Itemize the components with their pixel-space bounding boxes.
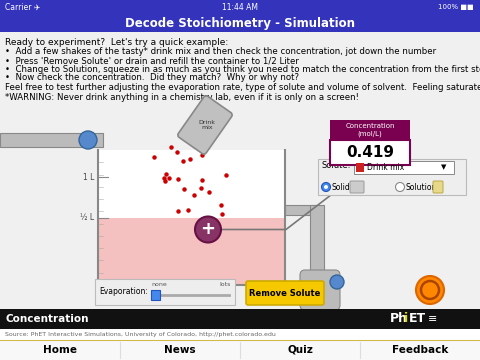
Text: *WARNING: Never drink anything in a chemistry lab, even if it is only on a scree: *WARNING: Never drink anything in a chem… [5, 93, 359, 102]
Text: Concentration
(mol/L): Concentration (mol/L) [345, 123, 395, 137]
Text: Ready to experiment?  Let's try a quick example:: Ready to experiment? Let's try a quick e… [5, 38, 228, 47]
Text: lots: lots [220, 282, 231, 287]
Bar [151, 290, 160, 300]
Text: i: i [404, 312, 408, 325]
Circle shape [396, 183, 405, 192]
Bar [285, 204, 317, 215]
Text: ET: ET [409, 312, 426, 325]
Text: •  Change to Solution, squeeze in as much as you think you need to match the con: • Change to Solution, squeeze in as much… [5, 64, 480, 73]
Text: 100% ■■: 100% ■■ [438, 4, 474, 10]
Bar [330, 120, 410, 140]
Bar [0, 340, 480, 360]
Text: Drink
mix: Drink mix [199, 120, 216, 130]
FancyBboxPatch shape [246, 281, 324, 305]
FancyBboxPatch shape [300, 270, 340, 310]
Text: Solution: Solution [406, 183, 437, 192]
Text: Feedback: Feedback [392, 345, 448, 355]
Text: •  Press 'Remove Solute' or drain and refill the container to 1/2 Liter: • Press 'Remove Solute' or drain and ref… [5, 56, 299, 65]
Bar [356, 163, 364, 172]
Circle shape [416, 276, 444, 304]
Text: Quiz: Quiz [287, 345, 313, 355]
Circle shape [324, 185, 328, 189]
Text: 0.419: 0.419 [346, 145, 394, 160]
Bar [0, 32, 480, 309]
Text: 1 L: 1 L [83, 172, 94, 181]
Text: Remove Solute: Remove Solute [249, 288, 321, 297]
Text: none: none [151, 282, 167, 287]
Text: Drink mix: Drink mix [367, 163, 404, 172]
Bar [0, 14, 480, 32]
Text: +: + [201, 220, 216, 238]
Text: 11:44 AM: 11:44 AM [222, 3, 258, 12]
Text: Source: PhET Interactive Simulations, University of Colorado, http://phet.colora: Source: PhET Interactive Simulations, Un… [5, 332, 276, 337]
Text: News: News [164, 345, 196, 355]
Circle shape [195, 216, 221, 243]
Bar [99, 217, 284, 285]
FancyBboxPatch shape [433, 181, 443, 193]
Bar [318, 159, 466, 195]
Text: Concentration: Concentration [6, 314, 89, 324]
Text: Ph: Ph [390, 312, 408, 325]
Text: Evaporation:: Evaporation: [99, 288, 148, 297]
Bar [95, 279, 235, 305]
Bar [0, 133, 103, 147]
Circle shape [322, 183, 331, 192]
FancyBboxPatch shape [178, 96, 232, 154]
Text: Home: Home [43, 345, 77, 355]
Bar [0, 309, 480, 329]
Text: ½ L: ½ L [80, 213, 94, 222]
Text: •  Add a few shakes of the tasty* drink mix and then check the concentration, jo: • Add a few shakes of the tasty* drink m… [5, 48, 436, 57]
Bar [0, 0, 480, 14]
Text: Carrier ✈: Carrier ✈ [5, 3, 40, 12]
Text: Solute:: Solute: [322, 162, 351, 171]
Circle shape [79, 131, 97, 149]
Bar [330, 140, 410, 165]
FancyBboxPatch shape [350, 181, 364, 193]
Bar [310, 204, 324, 290]
Text: •  Now check the concentration.  Did they match?  Why or why not?: • Now check the concentration. Did they … [5, 73, 299, 82]
Circle shape [330, 275, 344, 289]
Bar [354, 161, 454, 174]
Text: Decode Stoichiometry - Simulation: Decode Stoichiometry - Simulation [125, 17, 355, 30]
Text: Feel free to test further adjusting the evaporation rate, type of solute and vol: Feel free to test further adjusting the … [5, 84, 480, 93]
Bar [98, 150, 285, 285]
Text: Solid: Solid [332, 183, 351, 192]
Text: ▼: ▼ [441, 165, 447, 171]
Text: ≡: ≡ [428, 314, 437, 324]
